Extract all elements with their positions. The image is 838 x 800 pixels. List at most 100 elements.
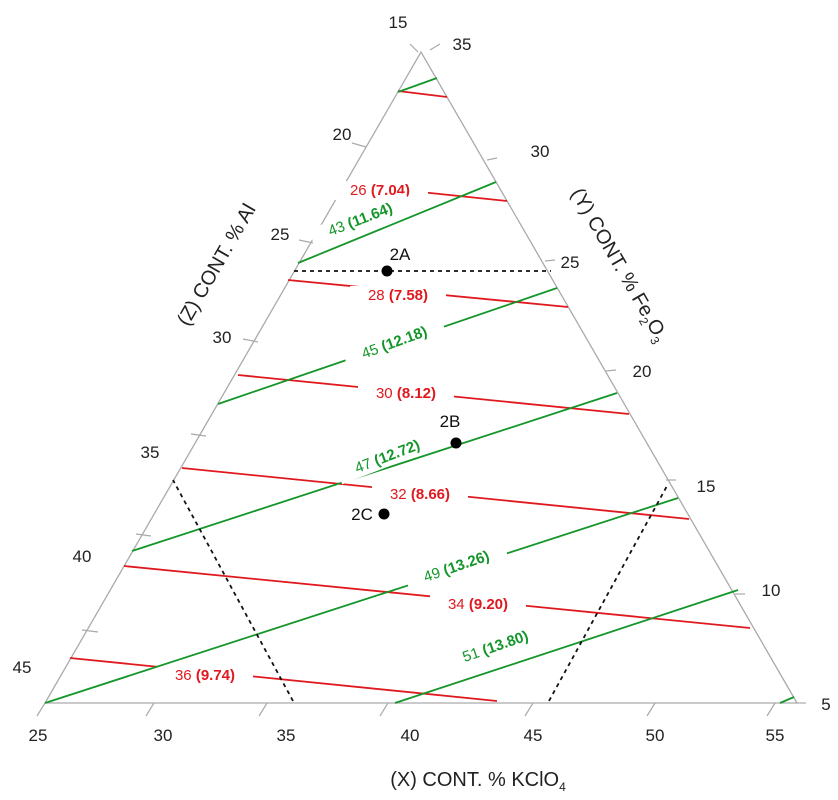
green-isoline-value-51: 51 — [460, 643, 485, 666]
x-tick-label-30: 30 — [154, 726, 173, 745]
red-isoline-paren-30: (8.12) — [397, 385, 436, 402]
green-isoline-49 — [44, 497, 679, 704]
x-tick-label-35: 35 — [277, 726, 296, 745]
red-isoline-paren-28: (7.58) — [389, 287, 428, 304]
green-label-group-49: 49 (13.26) — [404, 540, 509, 593]
y-tick-label-30: 30 — [531, 142, 550, 161]
point-2C — [378, 508, 390, 520]
x-tick-30 — [145, 702, 155, 717]
z-tick-label-20: 20 — [333, 125, 352, 144]
green-isoline-53 — [779, 696, 795, 704]
green-label-group-45: 45 (12.18) — [342, 316, 447, 370]
x-tick-label-25: 25 — [29, 726, 48, 745]
green-isoline-value-49: 49 — [421, 563, 446, 586]
z-tick-40 — [135, 533, 152, 537]
boundary-line-3 — [548, 485, 668, 702]
green-label-group-51: 51 (13.80) — [443, 620, 548, 673]
green-isoline-paren-43: (11.64) — [345, 200, 395, 233]
z-axis-title: (Z) CONT. % Al — [173, 200, 260, 329]
green-label-bg-43 — [308, 192, 413, 248]
z-tick-35 — [190, 433, 207, 437]
green-isoline-label-49: 49 (13.26) — [421, 548, 491, 586]
green-isoline-paren-49: (13.26) — [441, 548, 491, 580]
red-isoline-label-32: 32 (8.66) — [390, 486, 450, 503]
red-isoline-value-30: 30 — [376, 385, 397, 402]
x-tick-50 — [646, 702, 656, 717]
y-axis-title: (Y) CONT. % Fe2O3 — [564, 184, 673, 347]
y-tick-label-35: 35 — [453, 35, 472, 54]
y-tick-30 — [486, 157, 498, 161]
red-isoline-label-28: 28 (7.58) — [368, 287, 428, 304]
red-isoline-value-32: 32 — [390, 486, 411, 503]
z-tick-30 — [242, 338, 259, 343]
z-tick-label-35: 35 — [141, 443, 160, 462]
green-isoline-41 — [397, 77, 438, 93]
z-tick-20 — [351, 142, 367, 148]
x-tick-label-45: 45 — [524, 726, 543, 745]
x-tick-label-40: 40 — [401, 726, 420, 745]
green-isoline-value-45: 45 — [359, 339, 384, 362]
axis-ticks: 25 30 35 40 45 50 5515202530354045510152025303… — [13, 13, 831, 745]
z-tick-label-25: 25 — [271, 225, 290, 244]
isolines: 26 (7.04)28 (7.58)30 (8.12)32 (8.66)34 (… — [44, 77, 795, 704]
triangle-frame — [43, 50, 799, 704]
red-label-bg-34 — [430, 595, 526, 614]
red-isoline-36 — [69, 657, 498, 702]
green-isoline-label-45: 45 (12.18) — [359, 323, 429, 362]
y-tick-label-20: 20 — [633, 362, 652, 381]
boundary-line-2 — [172, 479, 294, 702]
green-isoline-51 — [394, 589, 739, 704]
red-isoline-label-34: 34 (9.20) — [448, 596, 508, 613]
z-tick-45 — [81, 629, 99, 633]
y-tick-25 — [544, 259, 556, 262]
point-2B — [450, 437, 462, 449]
y-tick-20 — [605, 369, 617, 372]
red-isoline-value-28: 28 — [368, 287, 389, 304]
y-tick-label-10: 10 — [762, 581, 781, 600]
x-tick-label-50: 50 — [646, 726, 665, 745]
red-isoline-label-30: 30 (8.12) — [376, 385, 436, 402]
green-isoline-47 — [131, 392, 618, 552]
green-isoline-paren-51: (13.80) — [480, 628, 530, 660]
green-isoline-value-43: 43 — [326, 216, 352, 239]
z-tick-label-30: 30 — [213, 328, 232, 347]
y-tick-label-15: 15 — [697, 477, 716, 496]
green-label-bg-49 — [404, 540, 509, 593]
x-axis-title: (X) CONT. % KClO4 — [390, 769, 566, 794]
red-isoline-value-34: 34 — [448, 596, 469, 613]
red-isoline-label-36: 36 (9.74) — [175, 667, 235, 684]
red-isoline-24 — [397, 90, 448, 98]
z-tick-15 — [409, 43, 419, 53]
x-tick-55 — [766, 702, 776, 717]
red-isoline-value-26: 26 — [350, 182, 371, 199]
triangle-outline — [43, 50, 799, 704]
x-tick-40 — [379, 702, 389, 717]
z-tick-25 — [298, 239, 314, 244]
x-tick-45 — [524, 702, 534, 717]
green-label-bg-45 — [342, 316, 447, 370]
red-isoline-value-36: 36 — [175, 667, 196, 684]
green-label-bg-51 — [443, 620, 548, 673]
boundary-dashed-lines — [172, 270, 668, 702]
x-tick-25 — [36, 702, 46, 717]
red-label-bg-36 — [157, 666, 253, 685]
red-label-bg-32 — [372, 485, 468, 504]
y-tick-35 — [429, 43, 441, 51]
red-label-bg-30 — [358, 384, 454, 403]
green-label-bg-47 — [335, 429, 440, 485]
point-label-2B: 2B — [440, 412, 461, 431]
z-tick-label-40: 40 — [73, 547, 92, 566]
red-isoline-paren-34: (9.20) — [469, 596, 508, 613]
z-tick-label-45: 45 — [13, 658, 32, 677]
x-tick-label-55: 55 — [766, 726, 785, 745]
red-isoline-paren-32: (8.66) — [411, 486, 450, 503]
red-isoline-paren-36: (9.74) — [196, 667, 235, 684]
y-tick-label-25: 25 — [561, 253, 580, 272]
green-isoline-label-51: 51 (13.80) — [460, 628, 530, 666]
point-2A — [381, 265, 393, 277]
x-tick-35 — [258, 702, 268, 717]
red-label-bg-28 — [350, 286, 446, 305]
z-tick-label-15: 15 — [389, 13, 408, 32]
data-points: 2A 2B 2C — [351, 245, 462, 524]
